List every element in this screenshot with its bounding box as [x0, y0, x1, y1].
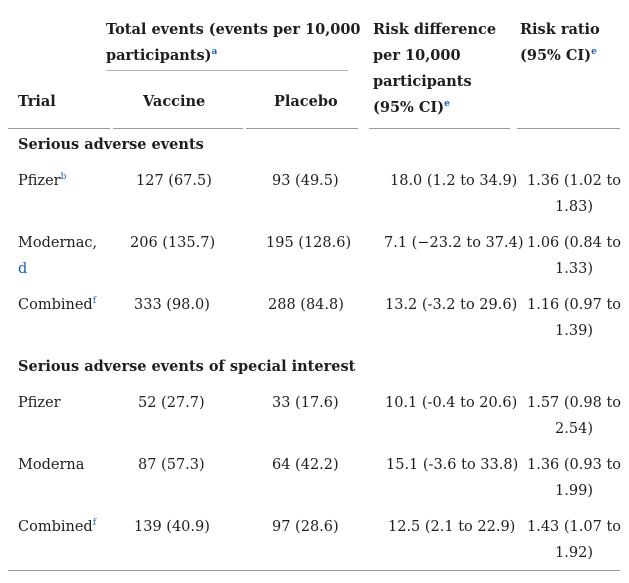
table-row-trial: Combinedf	[18, 296, 97, 314]
table-cell-risk-ratio: 1.36 (1.02 to 1.83)	[527, 168, 621, 220]
risk-difference-header-line2: per 10,000	[373, 47, 461, 64]
table-cell-vaccine: 206 (135.7)	[130, 235, 216, 251]
header-rule-vaccine	[113, 128, 243, 129]
column-header-trial: Trial	[18, 93, 56, 110]
risk-difference-header-line1: Risk difference	[373, 21, 497, 38]
table-cell-risk-ratio: 1.43 (1.07 to 1.92)	[527, 514, 621, 566]
header-rule-placebo	[246, 128, 358, 129]
table-row-trial: Modernac, d	[18, 230, 97, 282]
table-cell-placebo: 97 (28.6)	[272, 519, 339, 535]
footnote-d-link[interactable]: d	[18, 261, 28, 277]
risk-difference-header: Risk difference per 10,000 participants …	[373, 17, 496, 121]
footnote-b-link[interactable]: b	[60, 172, 67, 182]
column-header-placebo: Placebo	[274, 93, 338, 110]
table-cell-risk-difference: 12.5 (2.1 to 22.9)	[388, 519, 516, 535]
header-group-rule	[106, 70, 348, 71]
risk-ratio-header-line2: (95% CI)e	[520, 47, 597, 64]
risk-ratio-line2: 1.39)	[555, 323, 593, 339]
table-cell-risk-ratio: 1.16 (0.97 to 1.39)	[527, 292, 621, 344]
section-title: Serious adverse events of special intere…	[18, 358, 356, 375]
table-cell-risk-difference: 10.1 (-0.4 to 20.6)	[385, 395, 518, 411]
table-row-trial: Pfizerb	[18, 172, 67, 190]
risk-ratio-line2: 1.92)	[555, 545, 593, 561]
table-cell-placebo: 288 (84.8)	[268, 297, 344, 313]
table-cell-vaccine: 127 (67.5)	[136, 173, 212, 189]
risk-ratio-line1: 1.36 (0.93 to	[527, 457, 622, 473]
table-cell-placebo: 93 (49.5)	[272, 173, 339, 189]
footnote-f-link[interactable]: f	[92, 518, 97, 528]
footnote-a-link[interactable]: a	[211, 47, 218, 57]
footnote-f-link[interactable]: f	[92, 296, 97, 306]
footnote-e-link[interactable]: e	[591, 47, 597, 57]
table-cell-risk-difference: 18.0 (1.2 to 34.9)	[390, 173, 518, 189]
table-cell-risk-ratio: 1.06 (0.84 to 1.33)	[527, 230, 621, 282]
group-header-line1: Total events (events per 10,000	[106, 21, 361, 38]
table-row-trial: Combinedf	[18, 518, 97, 536]
group-header-line2: participants)a	[106, 47, 218, 64]
table-cell-placebo: 195 (128.6)	[266, 235, 352, 251]
trial-name-line1: Modernac,	[18, 235, 98, 251]
header-rule-risk-difference	[369, 128, 510, 129]
table-cell-vaccine: 52 (27.7)	[138, 395, 205, 411]
footnote-e-link[interactable]: e	[444, 99, 450, 109]
risk-ratio-line2: 1.83)	[555, 199, 593, 215]
header-rule-trial	[8, 128, 110, 129]
header-rule-risk-ratio	[517, 128, 620, 129]
group-header: Total events (events per 10,000 particip…	[106, 17, 361, 69]
risk-ratio-header-line1: Risk ratio	[520, 21, 600, 38]
table-cell-risk-ratio: 1.57 (0.98 to 2.54)	[527, 390, 621, 442]
table-bottom-rule	[8, 570, 620, 571]
table-cell-placebo: 64 (42.2)	[272, 457, 339, 473]
risk-ratio-line1: 1.43 (1.07 to	[527, 519, 622, 535]
risk-ratio-line1: 1.06 (0.84 to	[527, 235, 622, 251]
risk-ratio-line1: 1.16 (0.97 to	[527, 297, 622, 313]
risk-ratio-line1: 1.36 (1.02 to	[527, 173, 622, 189]
table-cell-vaccine: 87 (57.3)	[138, 457, 205, 473]
table-cell-risk-difference: 7.1 (−23.2 to 37.4)	[384, 235, 524, 251]
table-cell-risk-difference: 15.1 (-3.6 to 33.8)	[386, 457, 519, 473]
table-row-trial: Moderna	[18, 457, 85, 473]
table-row-trial: Pfizer	[18, 395, 61, 411]
risk-ratio-line2: 2.54)	[555, 421, 593, 437]
column-header-vaccine: Vaccine	[143, 93, 206, 110]
table-cell-vaccine: 333 (98.0)	[134, 297, 210, 313]
risk-ratio-line2: 1.33)	[555, 261, 593, 277]
risk-ratio-line2: 1.99)	[555, 483, 593, 499]
table-cell-risk-ratio: 1.36 (0.93 to 1.99)	[527, 452, 621, 504]
table-cell-placebo: 33 (17.6)	[272, 395, 339, 411]
table-cell-vaccine: 139 (40.9)	[134, 519, 210, 535]
risk-ratio-header: Risk ratio (95% CI)e	[520, 17, 600, 69]
table-cell-risk-difference: 13.2 (-3.2 to 29.6)	[385, 297, 518, 313]
section-title: Serious adverse events	[18, 136, 204, 153]
risk-difference-header-line4: (95% CI)e	[373, 99, 450, 116]
risk-ratio-line1: 1.57 (0.98 to	[527, 395, 622, 411]
risk-difference-header-line3: participants	[373, 73, 472, 90]
